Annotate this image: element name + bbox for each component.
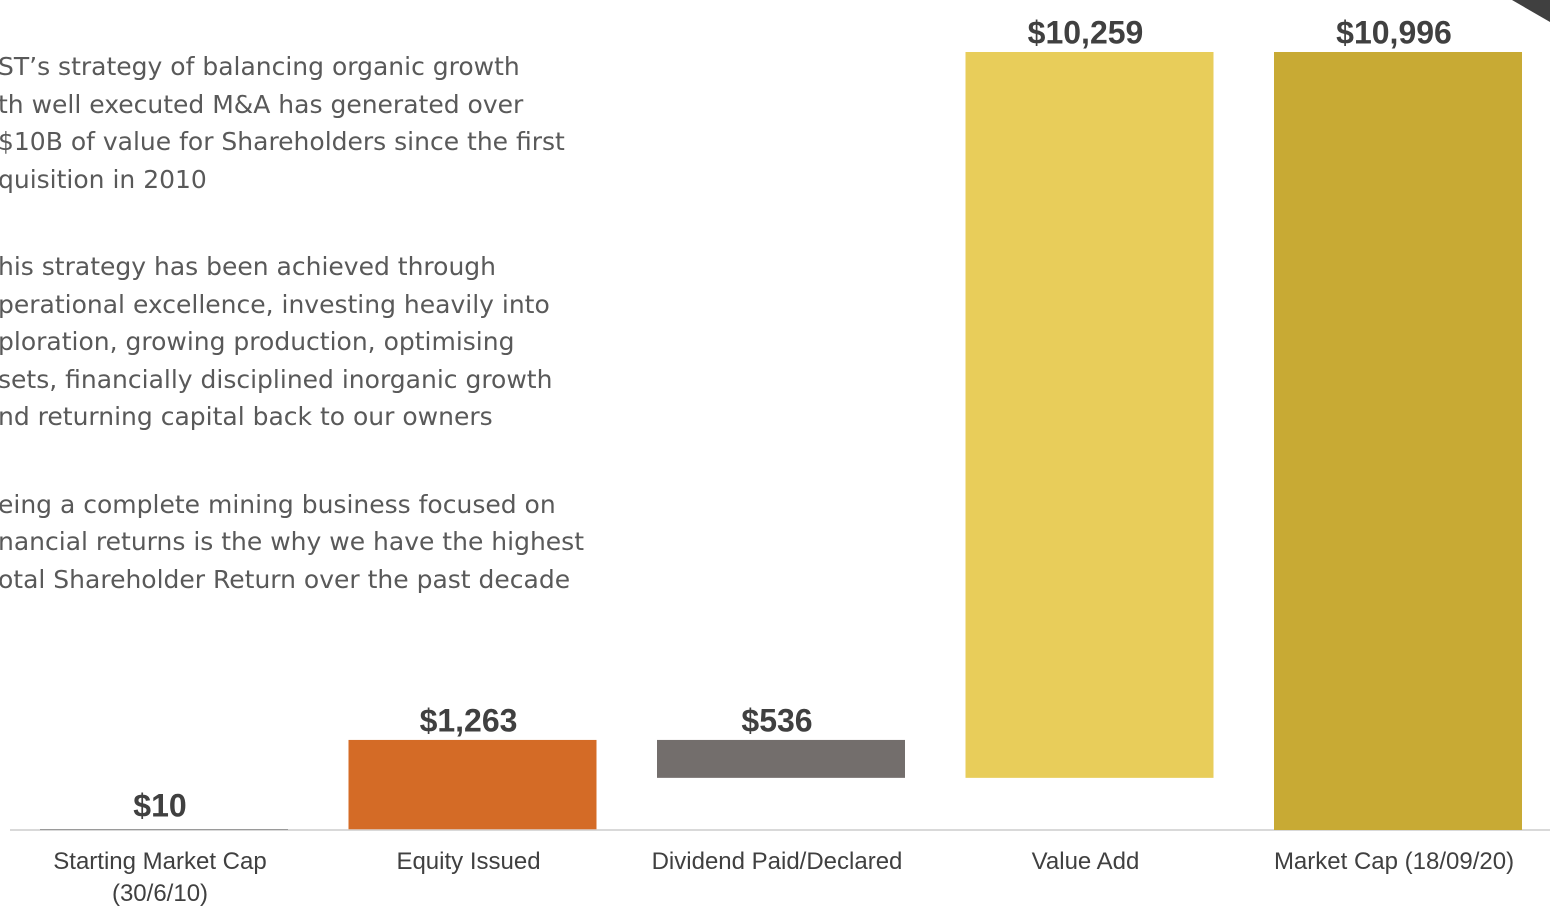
paragraph: ST’s strategy of balancing organic growt…: [0, 48, 698, 198]
category-label: Market Cap (18/09/20): [1273, 848, 1515, 875]
text-line: quisition in 2010: [0, 164, 207, 194]
text-line: sets, financially disciplined inorganic …: [0, 364, 553, 394]
text-line: $10B of value for Shareholders since the…: [0, 127, 565, 156]
value-label: $10,996: [1336, 14, 1452, 50]
bar: [40, 829, 288, 830]
text-block: ST’s strategy of balancing organic growt…: [0, 48, 698, 648]
text-line: otal Shareholder Return over the past de…: [0, 564, 571, 594]
paragraph: eing a complete mining business focused …: [0, 486, 698, 599]
value-label: $1,263: [420, 702, 518, 738]
bar: [657, 739, 905, 778]
value-label: $536: [741, 702, 812, 738]
paragraph: his strategy has been achieved through pe…: [0, 248, 698, 436]
text-line: th well executed M&A has generated over: [0, 89, 524, 119]
category-label: Value Add: [1031, 848, 1140, 875]
text-line: ST’s strategy of balancing organic growt…: [0, 52, 520, 81]
category-label: Dividend Paid/Declared: [651, 848, 903, 875]
bar: [965, 52, 1214, 778]
text-line: nd returning capital back to our owners: [0, 402, 493, 431]
text-line: his strategy has been achieved through: [0, 252, 496, 281]
bar: [1274, 52, 1522, 830]
text-line: nancial returns is the why we have the h…: [0, 527, 584, 556]
category-label: Equity Issued: [396, 848, 541, 875]
value-label: $10,259: [1028, 14, 1144, 50]
corner-decoration: [1512, 0, 1550, 22]
text-line: eing a complete mining business focused …: [0, 489, 556, 519]
text-line: perational excellence, investing heavily…: [0, 289, 550, 319]
category-label: Starting Market Cap (30/6/10): [53, 848, 267, 907]
bar: [348, 739, 597, 830]
value-label: $10: [133, 787, 186, 823]
text-line: ploration, growing production, optimisin…: [0, 327, 515, 356]
